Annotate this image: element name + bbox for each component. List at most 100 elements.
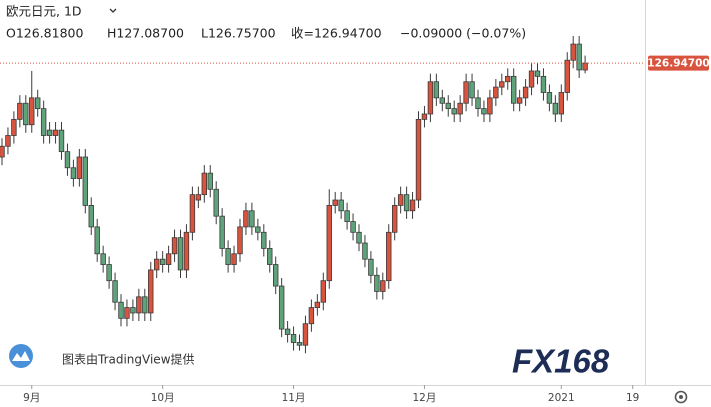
candle-down — [445, 102, 451, 110]
tradingview-logo-mark — [12, 351, 30, 361]
candle-up — [320, 280, 326, 303]
candle-up — [5, 135, 11, 147]
settings-icon[interactable] — [674, 390, 688, 404]
candle-down — [374, 274, 380, 292]
candle-up — [415, 118, 422, 201]
candle-down — [451, 108, 457, 115]
candle-down — [70, 167, 77, 179]
candle-up — [457, 102, 463, 115]
candle-down — [534, 70, 541, 77]
candle-down — [94, 226, 100, 255]
watermark: 图表由TradingView提供 — [62, 352, 195, 367]
candle-up — [201, 172, 207, 196]
candle-down — [112, 280, 118, 303]
quote-low: L126.75700 — [201, 26, 276, 41]
candle-up — [29, 97, 35, 126]
candle-up — [237, 226, 243, 255]
candle-up — [582, 62, 588, 71]
candle-down — [207, 172, 213, 190]
candle-down — [142, 296, 148, 314]
x-tick-label: 12月 — [413, 392, 437, 404]
candle-up — [136, 296, 142, 314]
candle-up — [124, 307, 130, 319]
candle-down — [403, 194, 410, 212]
candle-up — [17, 102, 23, 120]
quote-open: O126.81800 — [6, 26, 83, 41]
candle-up — [391, 205, 398, 233]
candle-down — [219, 215, 225, 249]
candle-down — [88, 205, 94, 228]
candle-down — [296, 342, 303, 346]
candle-down — [267, 248, 273, 265]
candle-down — [362, 242, 368, 260]
candle-up — [516, 97, 523, 104]
candle-down — [290, 334, 297, 343]
last-price-label: 126.94700 — [647, 58, 709, 70]
candle-up — [171, 237, 178, 255]
candle-down — [177, 237, 184, 271]
candle-up — [326, 205, 332, 282]
title: 欧元日元, 1D — [6, 4, 82, 19]
candle-down — [576, 43, 582, 71]
candle-up — [153, 258, 160, 271]
candle-up — [380, 280, 386, 292]
candle-up — [0, 145, 5, 158]
candle-down — [64, 151, 71, 169]
candle-down — [159, 258, 166, 265]
candle-down — [481, 108, 487, 115]
x-tick-label: 2021 — [548, 392, 575, 404]
candle-up — [421, 113, 428, 120]
interval-dropdown[interactable] — [109, 8, 117, 13]
candle-down — [368, 258, 374, 276]
watermark-group: 图表由TradingView提供 — [9, 344, 195, 368]
candle-down — [278, 285, 285, 330]
candle-down — [552, 102, 559, 115]
candle-down — [338, 199, 344, 212]
candle-up — [148, 269, 154, 314]
settings-gear[interactable] — [674, 390, 688, 404]
tradingview-logo — [9, 344, 33, 368]
candle-down — [249, 210, 255, 228]
candle-down — [350, 221, 356, 233]
candle-down — [356, 231, 362, 244]
candle-up — [386, 231, 392, 282]
candle-up — [189, 194, 196, 233]
settings-gear-center[interactable] — [679, 395, 683, 399]
candle-down — [58, 129, 65, 153]
candle-up — [427, 81, 434, 115]
candle-down — [225, 248, 231, 265]
quote-close: 收=126.94700 — [291, 26, 382, 41]
candle-up — [505, 75, 511, 83]
candle-down — [344, 210, 350, 222]
last-price-box — [648, 55, 709, 71]
candle-up — [397, 194, 404, 206]
candle-down — [475, 97, 481, 110]
candle-up — [165, 253, 172, 265]
candle-up — [11, 118, 17, 136]
candle-up — [332, 199, 338, 206]
candle-up — [522, 86, 529, 99]
candle-down — [106, 264, 112, 282]
logo: FX168 — [512, 343, 610, 380]
candle-down — [284, 328, 291, 335]
candle-up — [52, 129, 59, 136]
candle-up — [570, 43, 576, 61]
candle-up — [409, 199, 416, 212]
candle-up — [493, 86, 499, 99]
candle-up — [308, 307, 315, 325]
quote-change: −0.09000 (−0.07%) — [400, 26, 526, 41]
x-tick-label: 11月 — [282, 392, 306, 404]
candle-down — [439, 97, 445, 104]
candle-down — [255, 226, 261, 233]
candle-down — [130, 307, 136, 314]
candle-up — [231, 253, 237, 265]
quote-high: H127.08700 — [107, 26, 184, 41]
candle-up — [314, 301, 321, 308]
candle-down — [40, 108, 47, 136]
candle-down — [82, 156, 88, 206]
candle-up — [487, 97, 493, 115]
candle-down — [118, 301, 124, 319]
x-tick-label: 9月 — [23, 392, 40, 404]
